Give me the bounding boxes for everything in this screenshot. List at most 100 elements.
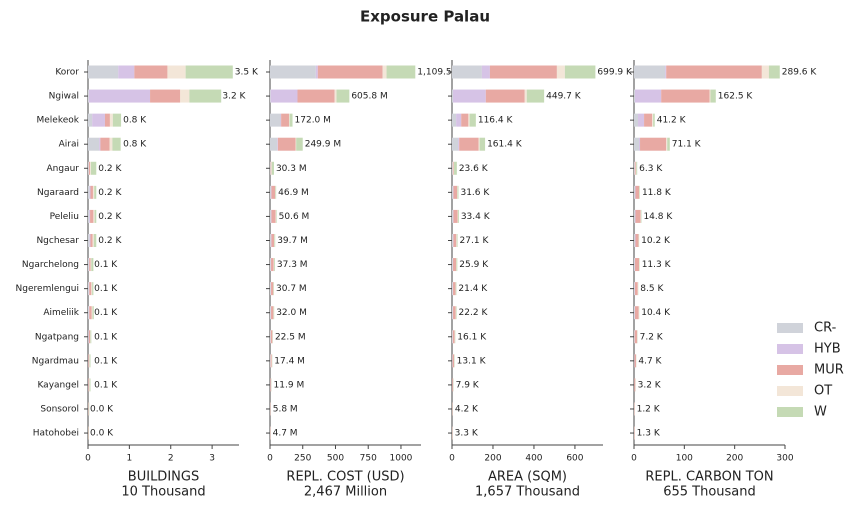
bar-segment bbox=[761, 65, 769, 79]
total-label: 0.2 K bbox=[98, 236, 122, 246]
bar-segment bbox=[456, 258, 458, 272]
bar-segment bbox=[634, 113, 639, 127]
bar-segment bbox=[479, 137, 486, 151]
bar-segment bbox=[270, 89, 271, 103]
bar-segment bbox=[277, 137, 278, 151]
bar-segment bbox=[452, 161, 454, 175]
bar-segment bbox=[270, 258, 271, 272]
y-tick-label: Ngeremlengui bbox=[16, 284, 79, 294]
bar-segment bbox=[92, 306, 94, 320]
bar-segment bbox=[88, 113, 93, 127]
bar-segment bbox=[638, 113, 645, 127]
total-label: 14.8 K bbox=[643, 212, 673, 222]
bar-segment bbox=[274, 258, 275, 272]
bar-segment bbox=[453, 209, 458, 223]
bar-segment bbox=[280, 113, 282, 127]
total-label: 6.3 K bbox=[639, 164, 663, 174]
bar-segment bbox=[456, 113, 462, 127]
total-label: 11.8 K bbox=[642, 188, 672, 198]
bar-segment bbox=[93, 233, 97, 247]
bar-segment bbox=[295, 137, 297, 151]
total-label: 4.7 K bbox=[638, 356, 662, 366]
x-tick-label: 600 bbox=[566, 454, 583, 464]
bar-segment bbox=[277, 137, 296, 151]
bar-segment bbox=[461, 113, 469, 127]
bar-segment bbox=[134, 65, 168, 79]
bar-segment bbox=[469, 113, 476, 127]
x-tick-label: 1 bbox=[127, 454, 133, 464]
bar-segment bbox=[88, 161, 89, 175]
bar-segment bbox=[270, 282, 271, 296]
bar-segment bbox=[189, 89, 222, 103]
x-tick-label: 100 bbox=[676, 454, 693, 464]
bar-segment bbox=[635, 233, 639, 247]
bar-segment bbox=[452, 113, 457, 127]
total-label: 449.7 K bbox=[546, 92, 582, 102]
bar-segment bbox=[90, 161, 91, 175]
total-label: 31.6 K bbox=[460, 188, 490, 198]
bar-segment bbox=[90, 258, 92, 272]
bar-segment bbox=[270, 185, 272, 199]
bar-segment bbox=[91, 258, 94, 272]
total-label: 0.0 K bbox=[90, 429, 114, 439]
bar-segment bbox=[297, 89, 335, 103]
y-tick-label: Ngardmau bbox=[32, 356, 79, 366]
total-label: 50.6 M bbox=[279, 212, 310, 222]
bar-segment bbox=[454, 161, 457, 175]
total-label: 71.1 K bbox=[672, 140, 702, 150]
x-axis-label: AREA (SQM) bbox=[488, 470, 567, 485]
bar-segment bbox=[88, 354, 90, 368]
total-label: 0.1 K bbox=[94, 308, 118, 318]
bar-segment bbox=[271, 233, 275, 247]
bar-segment bbox=[635, 209, 636, 223]
bar-segment bbox=[634, 282, 635, 296]
legend-label: OT bbox=[814, 384, 832, 399]
bar-segment bbox=[478, 137, 480, 151]
total-label: 161.4 K bbox=[487, 140, 523, 150]
bar-segment bbox=[89, 354, 91, 368]
total-label: 3.5 K bbox=[235, 68, 259, 78]
bar-segment bbox=[526, 89, 545, 103]
x-tick-label: 250 bbox=[294, 454, 311, 464]
bar-segment bbox=[452, 137, 459, 151]
bar-segment bbox=[661, 89, 710, 103]
total-label: 1.2 K bbox=[637, 404, 661, 414]
bar-segment bbox=[634, 330, 638, 344]
bar-segment bbox=[489, 65, 557, 79]
y-tick-label: Ngchesar bbox=[36, 236, 79, 246]
total-label: 0.1 K bbox=[94, 284, 118, 294]
bar-segment bbox=[455, 306, 457, 320]
bar-segment bbox=[271, 209, 276, 223]
bar-segment bbox=[270, 89, 298, 103]
bar-segment bbox=[167, 65, 186, 79]
total-label: 16.1 K bbox=[457, 332, 487, 342]
total-label: 11.9 M bbox=[274, 380, 305, 390]
bar-segment bbox=[112, 137, 121, 151]
bar-segment bbox=[90, 209, 94, 223]
bar-segment bbox=[452, 354, 455, 368]
bar-segment bbox=[456, 233, 458, 247]
bar-segment bbox=[271, 306, 274, 320]
bar-segment bbox=[90, 330, 92, 344]
total-label: 32.0 M bbox=[276, 308, 307, 318]
bar-segment bbox=[640, 137, 667, 151]
bar-segment bbox=[270, 306, 271, 320]
bar-segment bbox=[92, 282, 94, 296]
bar-segment bbox=[88, 306, 89, 320]
bar-segment bbox=[634, 65, 666, 79]
total-label: 116.4 K bbox=[478, 116, 514, 126]
total-label: 3.2 K bbox=[638, 380, 662, 390]
bar-segment bbox=[88, 89, 89, 103]
bar-segment bbox=[90, 185, 93, 199]
x-tick-label: 1000 bbox=[390, 454, 413, 464]
total-label: 23.6 K bbox=[459, 164, 489, 174]
bar-segment bbox=[88, 89, 151, 103]
total-label: 13.1 K bbox=[457, 356, 487, 366]
bar-segment bbox=[100, 137, 110, 151]
bar-segment bbox=[88, 233, 90, 247]
bar-segment bbox=[453, 258, 457, 272]
bar-segment bbox=[457, 209, 459, 223]
bar-segment bbox=[634, 258, 635, 272]
bar-segment bbox=[452, 282, 453, 296]
bar-segment bbox=[481, 65, 490, 79]
